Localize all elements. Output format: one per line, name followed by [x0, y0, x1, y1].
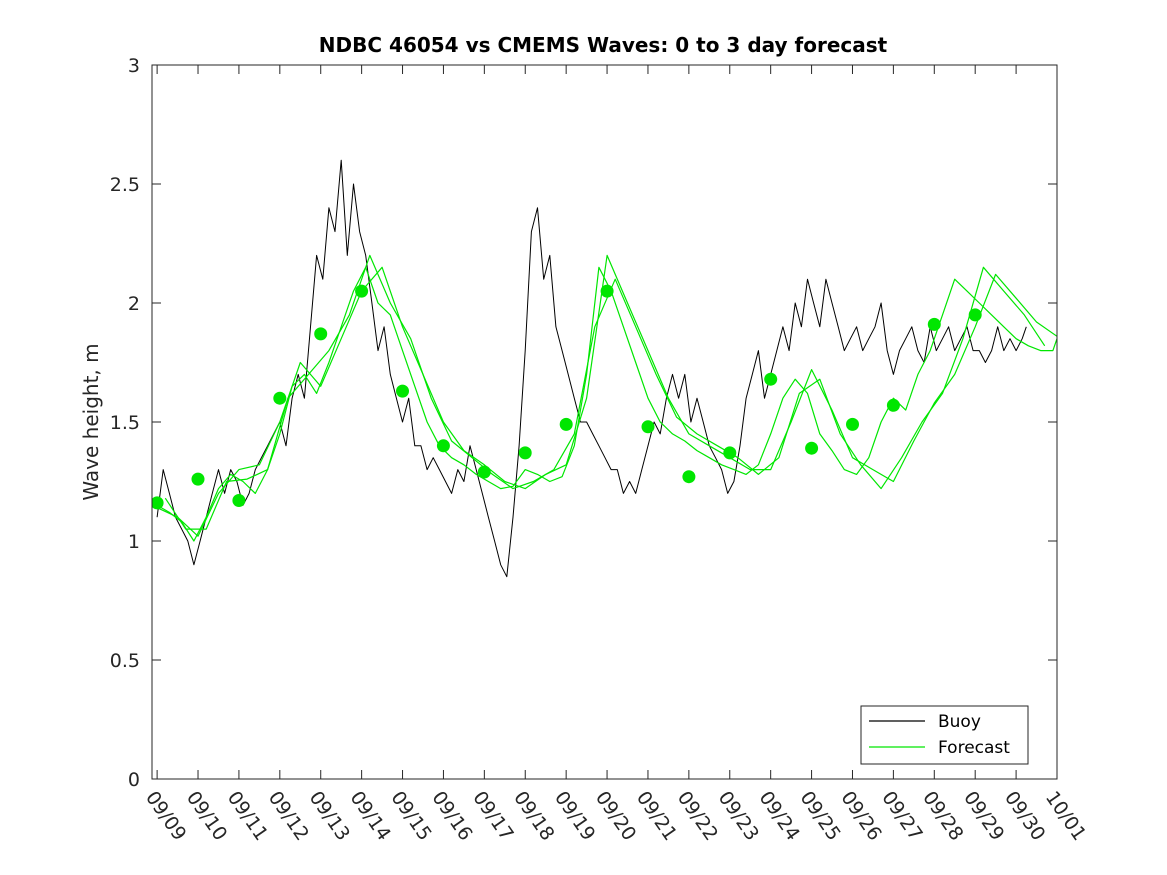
forecast-marker [436, 439, 450, 453]
legend-forecast-label: Forecast [938, 738, 1010, 758]
y-tick-label: 1.5 [110, 412, 140, 434]
forecast-series-line-3 [164, 254, 1046, 530]
y-tick-label: 2 [128, 293, 140, 315]
forecast-marker [191, 472, 205, 486]
forecast-marker [927, 317, 941, 331]
forecast-marker [232, 494, 246, 507]
y-tick-label: 0 [128, 769, 140, 791]
y-tick-label: 2.5 [110, 174, 140, 196]
y-tick-label: 1 [128, 531, 140, 553]
forecast-marker [968, 308, 982, 322]
forecast-marker [886, 398, 900, 412]
forecast-marker [600, 284, 614, 298]
legend: Buoy Forecast [860, 705, 1029, 765]
forecast-marker [273, 391, 287, 405]
plot-area [152, 159, 1057, 578]
forecast-marker [477, 465, 491, 479]
forecast-marker [396, 384, 409, 398]
forecast-marker [559, 417, 573, 431]
forecast-marker [764, 372, 778, 386]
chart-title: NDBC 46054 vs CMEMS Waves: 0 to 3 day fo… [319, 33, 888, 57]
forecast-marker [723, 446, 737, 460]
buoy-series-line [156, 159, 1027, 578]
forecast-marker [682, 470, 696, 484]
y-axis-label: Wave height, m [79, 343, 103, 500]
forecast-marker [518, 446, 532, 460]
forecast-marker [314, 327, 328, 341]
y-tick-label: 0.5 [110, 650, 140, 672]
forecast-marker [641, 420, 655, 434]
forecast-marker [355, 284, 369, 298]
legend-box [860, 705, 1029, 765]
forecast-marker [805, 441, 819, 455]
forecast-marker [152, 496, 164, 510]
forecast-series-line-2 [156, 254, 1057, 537]
y-tick-label: 3 [128, 55, 140, 77]
y-axis-ticks: 0 0.5 1 1.5 2 2.5 3 [110, 55, 1057, 791]
legend-buoy-label: Buoy [938, 712, 981, 732]
forecast-marker [846, 417, 859, 431]
